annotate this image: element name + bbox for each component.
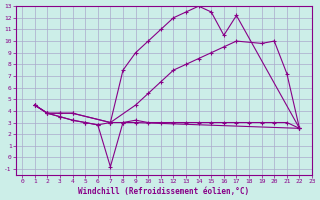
X-axis label: Windchill (Refroidissement éolien,°C): Windchill (Refroidissement éolien,°C)	[78, 187, 250, 196]
